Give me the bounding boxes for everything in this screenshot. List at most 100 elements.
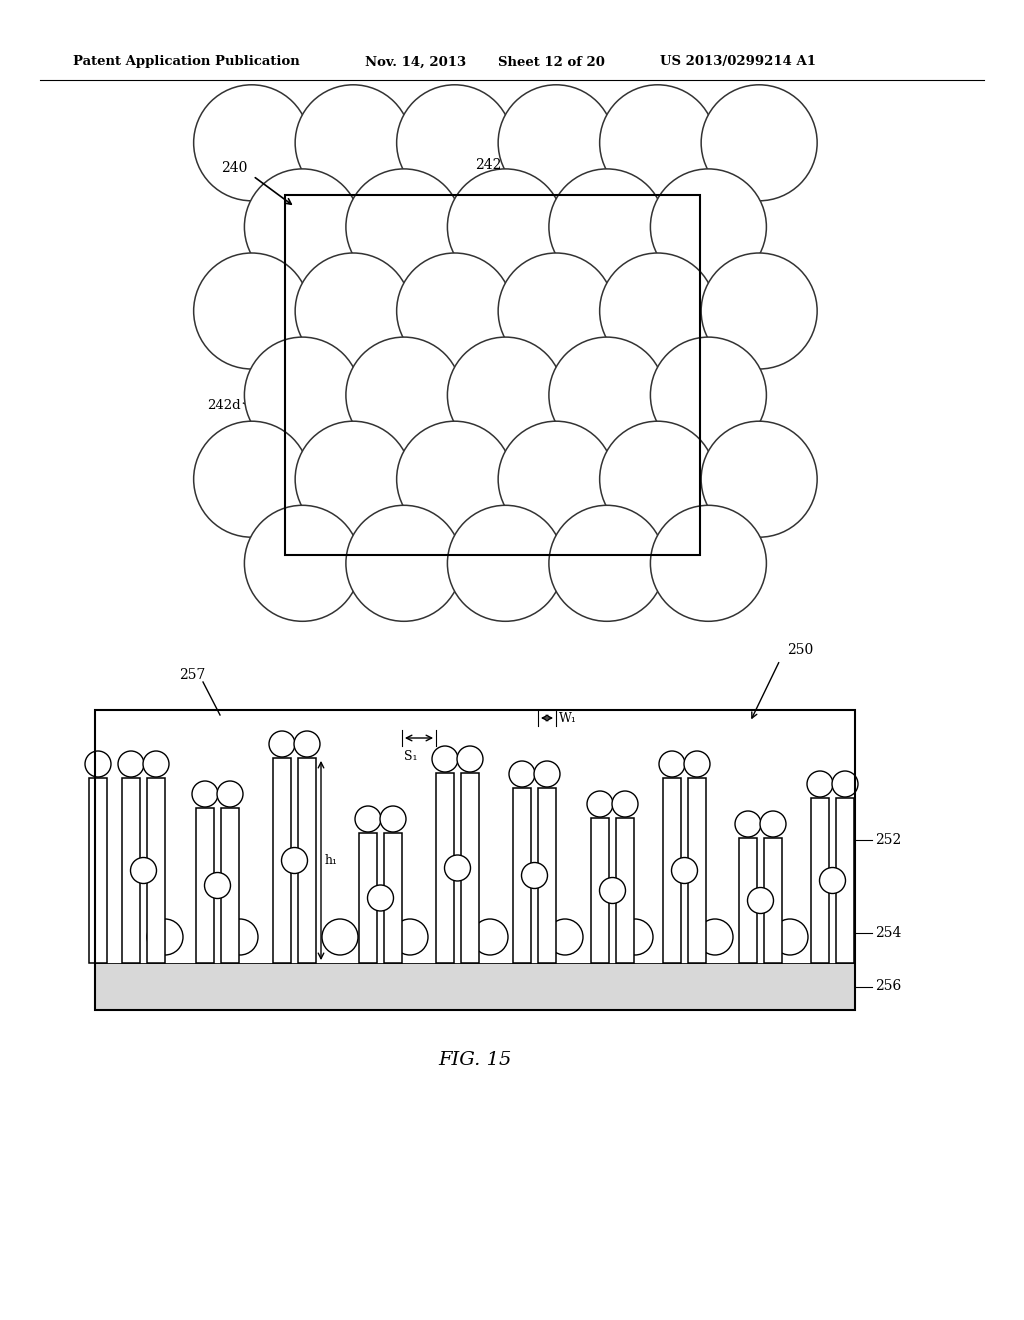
Circle shape [355,807,381,832]
Text: 242d: 242d [207,399,241,412]
Circle shape [701,84,817,201]
Text: 244: 244 [575,309,601,322]
Bar [95,964,855,1010]
Circle shape [322,919,358,954]
Circle shape [509,762,535,787]
Circle shape [194,253,309,370]
Circle shape [549,337,665,453]
Circle shape [521,862,548,888]
Circle shape [672,858,697,883]
Circle shape [85,751,111,777]
Circle shape [130,858,157,883]
Circle shape [118,751,144,777]
Text: 257: 257 [179,668,205,682]
Bar [513,788,531,964]
Circle shape [294,731,319,756]
Text: 252: 252 [874,833,901,847]
Circle shape [549,169,665,285]
Circle shape [748,887,773,913]
Circle shape [396,421,513,537]
Bar [764,838,782,964]
Circle shape [346,506,462,622]
Text: 242: 242 [475,158,501,172]
Text: W₁: W₁ [559,711,577,725]
Bar [663,777,681,964]
Circle shape [650,169,766,285]
Text: S₁: S₁ [404,750,418,763]
Text: 242b: 242b [573,384,607,396]
Circle shape [617,919,653,954]
Circle shape [346,337,462,453]
Circle shape [534,762,560,787]
Bar [147,777,165,964]
Circle shape [396,253,513,370]
Bar [221,808,239,964]
Circle shape [819,867,846,894]
Circle shape [368,884,393,911]
Circle shape [205,873,230,899]
Circle shape [612,791,638,817]
Circle shape [498,421,614,537]
Circle shape [735,810,761,837]
Circle shape [193,781,218,807]
Bar [688,777,706,964]
Text: 250: 250 [786,643,813,657]
Circle shape [396,84,513,201]
Text: 240: 240 [220,161,247,176]
Circle shape [457,746,483,772]
Circle shape [295,84,412,201]
Bar [285,195,700,554]
Circle shape [600,253,716,370]
Bar [811,799,829,964]
Circle shape [346,169,462,285]
Text: Patent Application Publication: Patent Application Publication [73,55,300,69]
Circle shape [697,919,733,954]
Circle shape [599,878,626,903]
Circle shape [194,84,309,201]
Text: h₁: h₁ [325,854,338,867]
Bar [273,758,291,964]
Circle shape [295,421,412,537]
Circle shape [549,506,665,622]
Circle shape [650,337,766,453]
Circle shape [587,791,613,817]
Bar [95,710,855,964]
Bar [122,777,140,964]
Bar [359,833,377,964]
Circle shape [282,847,307,874]
Text: 254: 254 [874,927,901,940]
Circle shape [245,337,360,453]
Text: Sheet 12 of 20: Sheet 12 of 20 [498,55,605,69]
Bar [89,777,106,964]
Circle shape [807,771,833,797]
Circle shape [472,919,508,954]
Circle shape [432,746,458,772]
Bar [285,195,700,554]
Bar [384,833,402,964]
Circle shape [392,919,428,954]
Circle shape [245,169,360,285]
Circle shape [245,506,360,622]
Circle shape [143,751,169,777]
Circle shape [701,253,817,370]
Circle shape [222,919,258,954]
Circle shape [194,421,309,537]
Bar [591,818,609,964]
Bar [616,818,634,964]
Circle shape [659,751,685,777]
Circle shape [831,771,858,797]
Circle shape [498,253,614,370]
Text: Nov. 14, 2013: Nov. 14, 2013 [365,55,466,69]
Circle shape [295,253,412,370]
Circle shape [772,919,808,954]
Circle shape [217,781,243,807]
Bar [739,838,757,964]
Circle shape [760,810,786,837]
Bar [95,710,855,1010]
Circle shape [701,421,817,537]
Circle shape [650,506,766,622]
Text: 242c: 242c [438,453,471,466]
Bar [461,774,479,964]
Text: US 2013/0299214 A1: US 2013/0299214 A1 [660,55,816,69]
Bar [285,195,700,554]
